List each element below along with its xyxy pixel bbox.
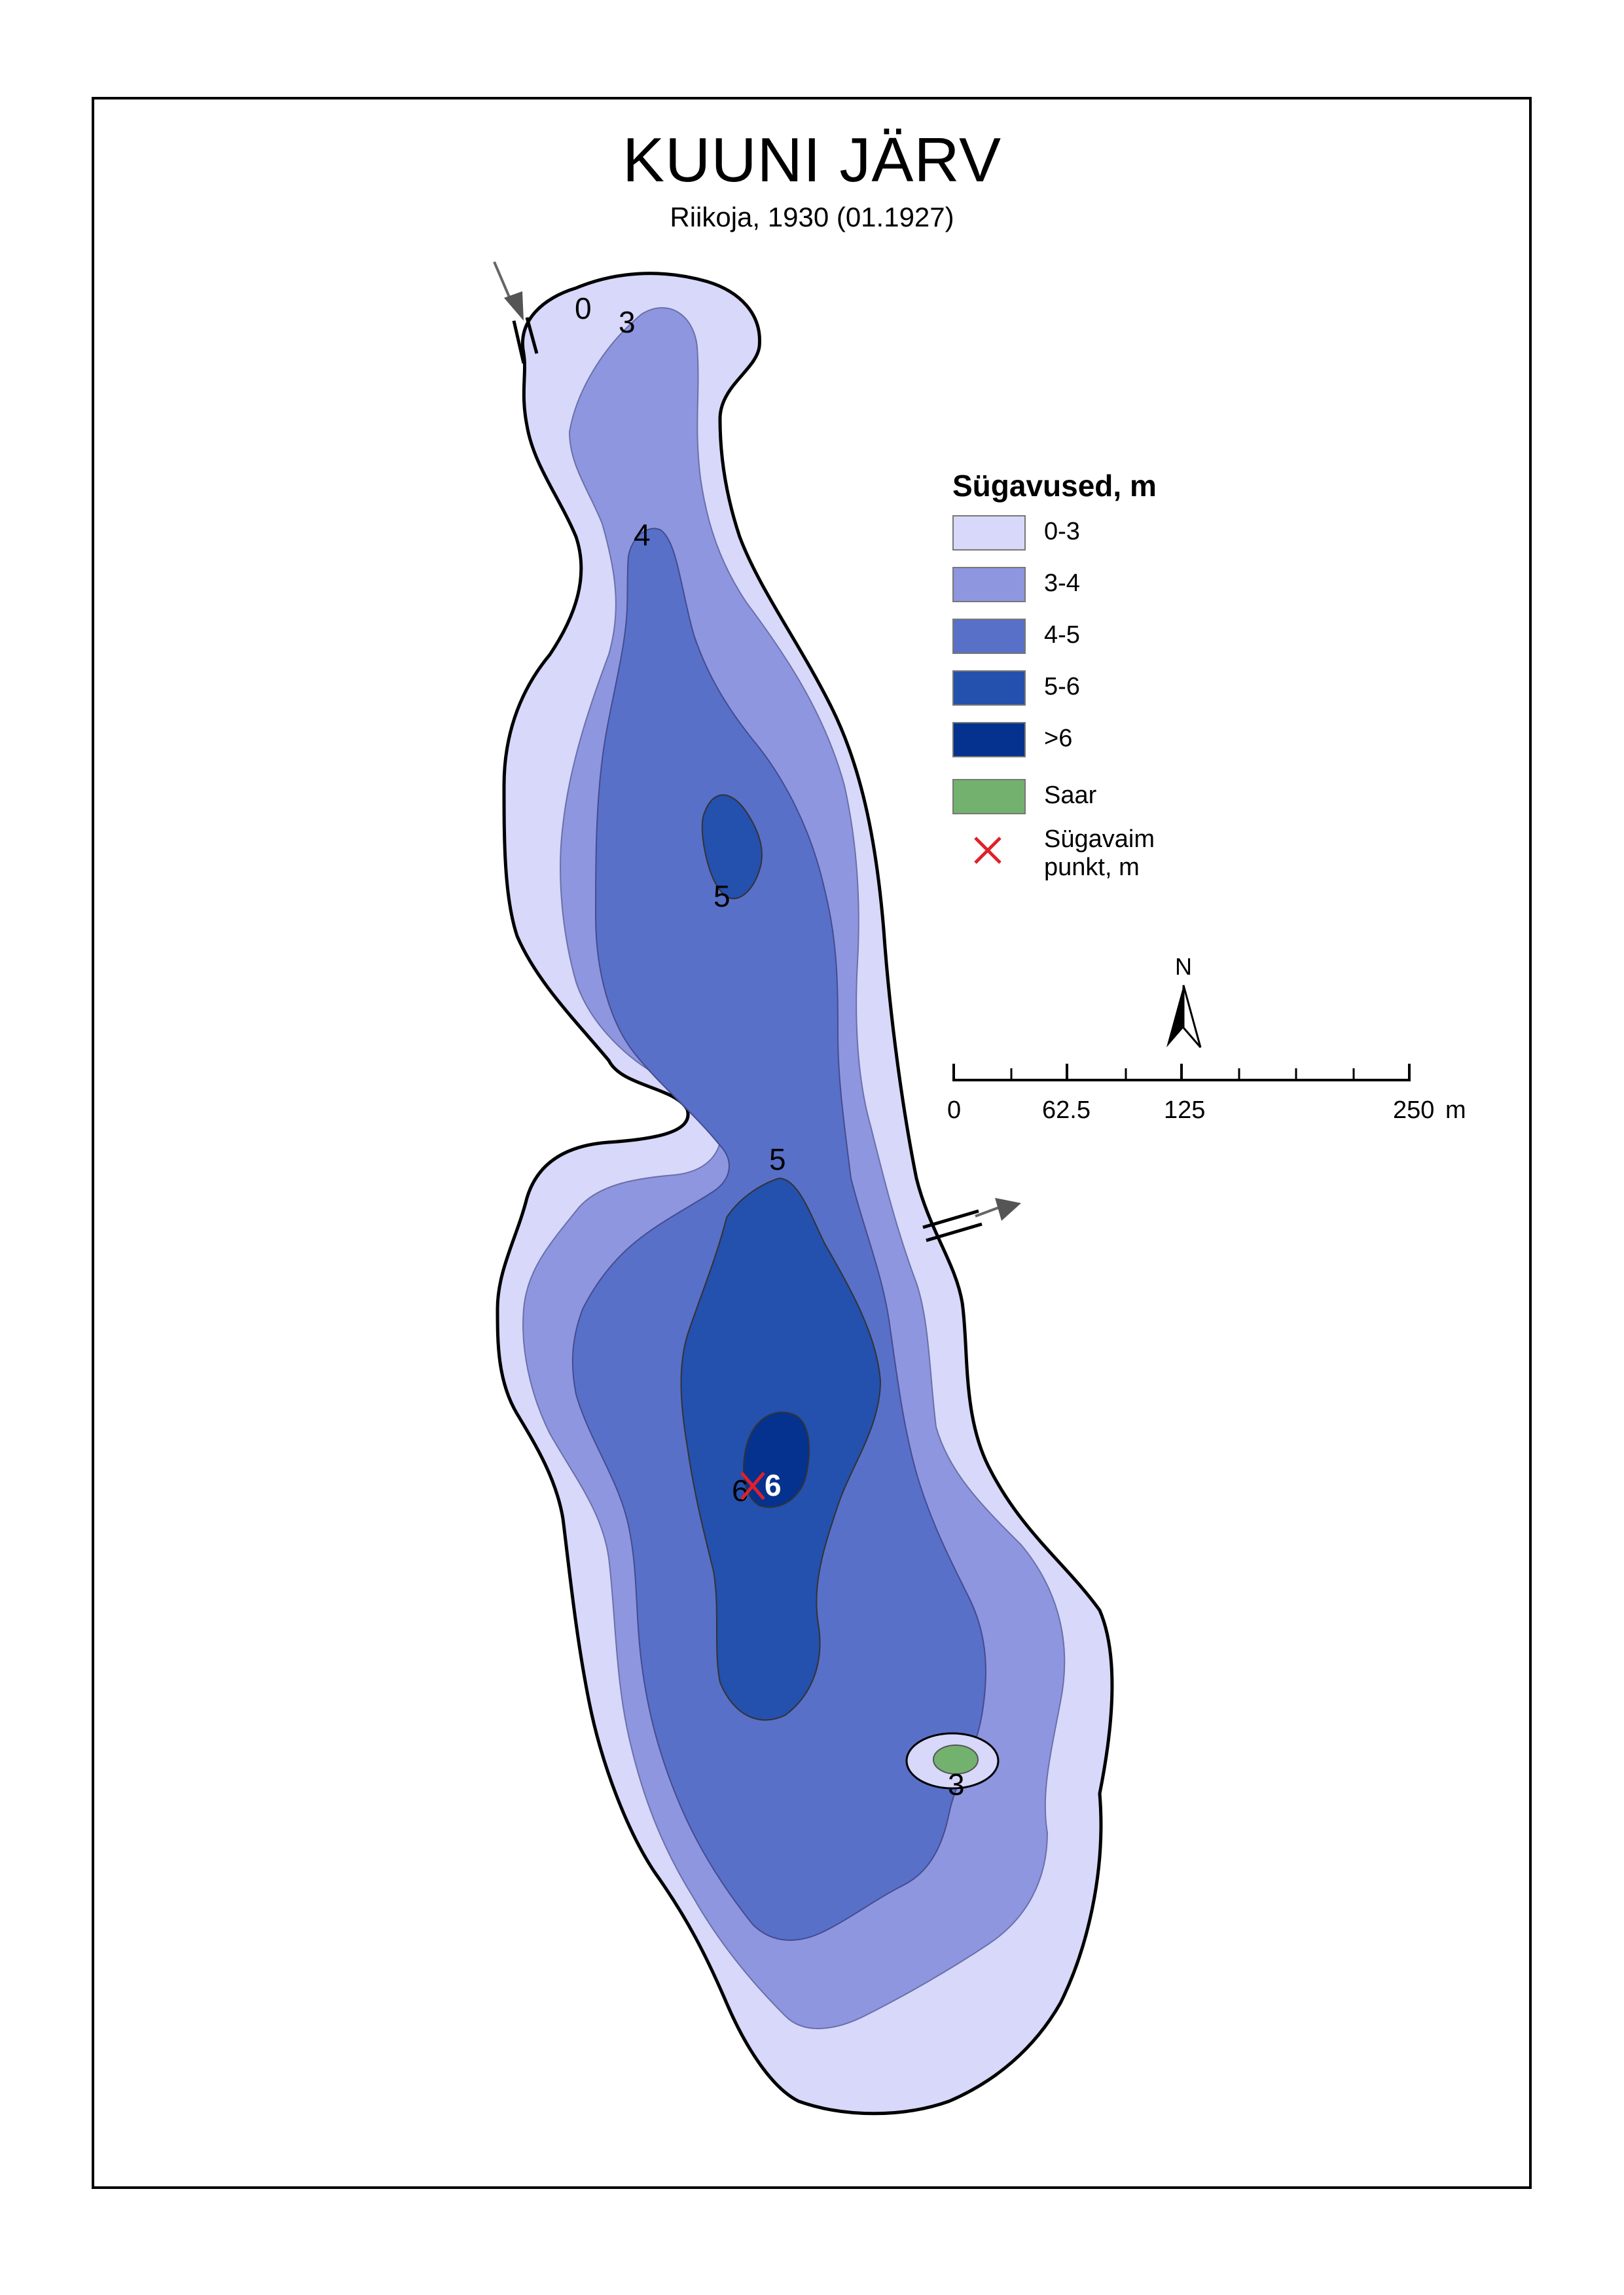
deepest-point-value: 6	[765, 1468, 782, 1502]
north-label: N	[1175, 953, 1192, 980]
depth-label-mid-5: 5	[713, 879, 731, 913]
legend-label: 4-5	[1044, 621, 1080, 649]
legend-item-0-3: 0-3	[952, 515, 1157, 567]
legend-item-4-5: 4-5	[952, 619, 1157, 670]
legend-title: Sügavused, m	[952, 469, 1157, 503]
depth-label-center-5: 5	[769, 1142, 786, 1176]
depth-label-shore: 0	[575, 291, 592, 325]
island	[933, 1744, 979, 1775]
legend-item-3-4: 3-4	[952, 567, 1157, 619]
inflow-stream-bank-b	[525, 317, 539, 354]
deepest-point-marker-icon	[740, 1472, 765, 1500]
outflow-stream-bank-a	[922, 1209, 979, 1229]
legend-swatch	[952, 515, 1026, 551]
legend-label: 0-3	[1044, 518, 1080, 545]
legend-item-over-6: >6	[952, 722, 1157, 774]
legend-label: Sügavaim punkt, m	[1044, 825, 1155, 881]
legend-swatch	[952, 779, 1026, 814]
outflow-arrow-icon	[975, 1198, 1021, 1221]
scale-tick-label: 0	[947, 1096, 962, 1124]
scale-tick-label: 125	[1164, 1096, 1206, 1124]
legend-swatch	[952, 619, 1026, 654]
outflow-stream-bank-b	[926, 1222, 983, 1242]
depth-label-north-4: 4	[634, 518, 651, 552]
legend-swatch	[952, 670, 1026, 706]
scale-tick-label: 250	[1393, 1096, 1435, 1124]
depth-label-north-3: 3	[619, 305, 636, 339]
depth-zone-5-6-north	[701, 794, 763, 899]
legend-item-5-6: 5-6	[952, 670, 1157, 722]
legend-item-island: Saar	[952, 779, 1157, 831]
inflow-arrow-icon	[493, 261, 524, 321]
legend-swatch	[952, 567, 1026, 602]
legend-deepest-point-icon	[974, 837, 1001, 864]
inflow-stream-bank-a	[512, 320, 526, 364]
scale-unit-label: m	[1445, 1096, 1466, 1124]
map-title: KUUNI JÄRV	[622, 125, 1001, 195]
north-arrow-icon	[1166, 985, 1202, 1048]
legend-label: >6	[1044, 725, 1073, 752]
scale-bar	[952, 1064, 1411, 1081]
legend-label: 5-6	[1044, 673, 1080, 700]
legend-label: 3-4	[1044, 569, 1080, 597]
legend-item-deepest-point: Sügavaim punkt, m	[952, 825, 1157, 882]
map-subtitle: Riikoja, 1930 (01.1927)	[670, 202, 954, 232]
legend-swatch	[952, 722, 1026, 757]
map-frame	[92, 97, 1532, 2189]
legend: Sügavused, m 0-3 3-4 4-5 5-6 >6 Saar Süg…	[952, 468, 1157, 882]
legend-label: Saar	[1044, 782, 1097, 809]
scale-tick-label: 62.5	[1042, 1096, 1091, 1124]
depth-label-island-3: 3	[948, 1767, 965, 1801]
